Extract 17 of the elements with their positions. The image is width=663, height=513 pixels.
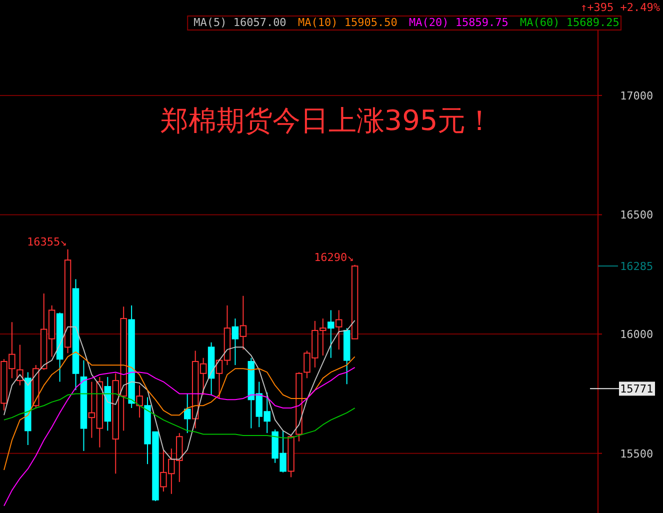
candlestick [232, 318, 239, 366]
candlestick [136, 384, 143, 418]
y-tick-label: 15500 [620, 447, 654, 460]
ref-line-label: 15771 [620, 382, 654, 396]
legend: MA(5) 16057.00 MA(10) 15905.50 MA(20) 15859.75 MA(60) 15689.25 [187, 16, 622, 30]
ref-line-label: 16285 [620, 260, 654, 274]
candlestick [184, 393, 191, 434]
text: 16290↘ [314, 250, 354, 264]
candlestick [240, 295, 247, 350]
text: 郑棉期货今日上涨395元！ [160, 104, 494, 137]
y-tick-label: 17000 [620, 89, 654, 102]
annotation: ↑+395 +2.49% [580, 1, 660, 14]
y-tick-label: 16000 [620, 328, 654, 342]
candlestick [335, 310, 342, 350]
y-tick-label: 16500 [620, 208, 654, 222]
text: 16355↘ [27, 235, 67, 248]
candlestick [328, 310, 334, 358]
